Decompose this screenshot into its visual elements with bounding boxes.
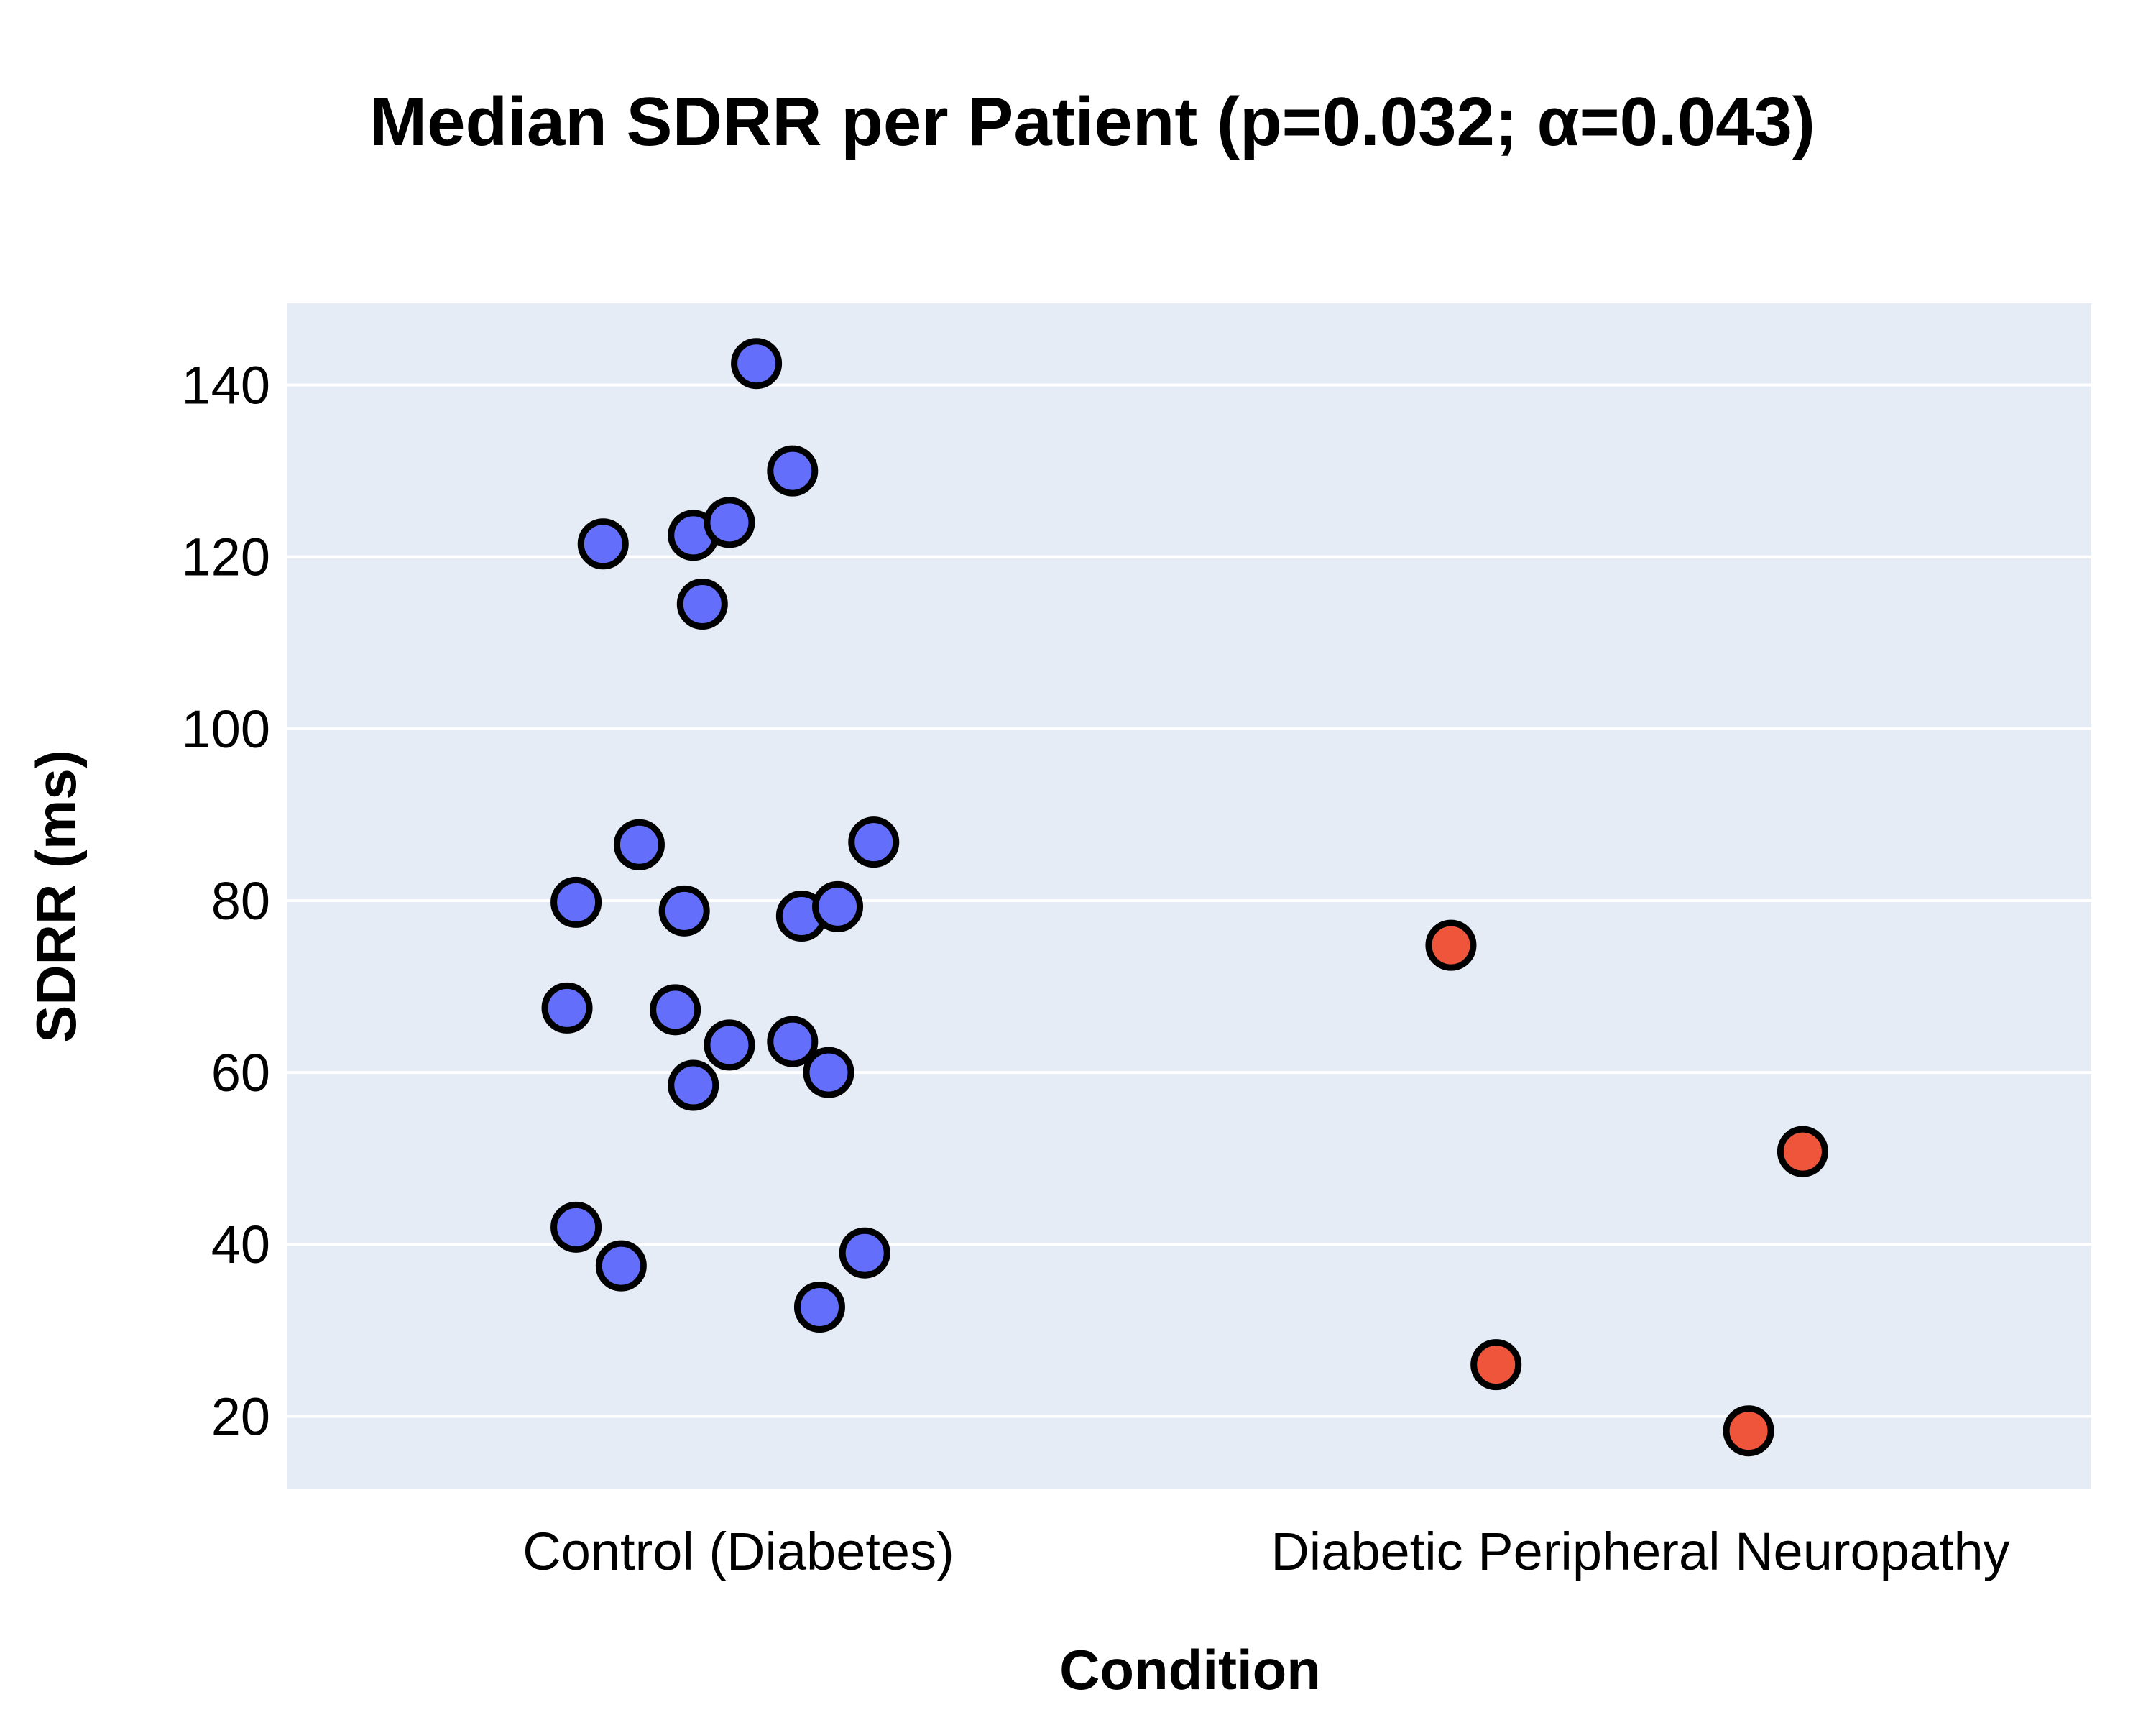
y-tick-label: 120 <box>182 528 270 587</box>
x-axis-title: Condition <box>1059 1638 1321 1701</box>
data-point <box>577 518 629 570</box>
chart-title: Median SDRR per Patient (p=0.032; α=0.04… <box>369 83 1815 160</box>
data-point <box>793 1282 845 1333</box>
y-tick-labels: 20 40 60 80 100 120 140 <box>182 356 270 1447</box>
data-point <box>1470 1339 1522 1391</box>
data-point <box>1723 1405 1774 1457</box>
data-point <box>704 1019 755 1071</box>
data-point <box>1777 1126 1828 1177</box>
data-point <box>839 1227 890 1279</box>
data-point <box>1425 919 1477 971</box>
y-tick-label: 40 <box>211 1215 270 1274</box>
data-point <box>767 1016 819 1067</box>
y-tick-label: 100 <box>182 699 270 759</box>
data-point <box>767 445 819 497</box>
data-point <box>541 982 593 1034</box>
data-point <box>550 876 602 928</box>
data-point <box>704 497 755 548</box>
data-points <box>541 338 1828 1457</box>
x-tick-label: Control (Diabetes) <box>522 1522 954 1581</box>
data-point <box>595 1240 647 1292</box>
data-point <box>731 338 783 390</box>
data-point <box>848 816 900 868</box>
data-point <box>676 578 728 630</box>
data-point <box>658 885 710 937</box>
data-point <box>803 1046 854 1098</box>
data-point <box>550 1201 602 1253</box>
y-tick-label: 80 <box>211 871 270 931</box>
data-point <box>613 819 665 870</box>
y-tick-label: 140 <box>182 356 270 415</box>
x-tick-label: Diabetic Peripheral Neuropathy <box>1271 1522 2009 1581</box>
data-point <box>650 984 701 1036</box>
x-tick-labels: Control (Diabetes) Diabetic Peripheral Ne… <box>522 1522 2009 1581</box>
y-tick-label: 20 <box>211 1386 270 1446</box>
y-axis-title: SDRR (ms) <box>24 750 88 1042</box>
data-point <box>812 880 864 932</box>
data-point <box>668 1059 719 1111</box>
y-tick-label: 60 <box>211 1043 270 1103</box>
